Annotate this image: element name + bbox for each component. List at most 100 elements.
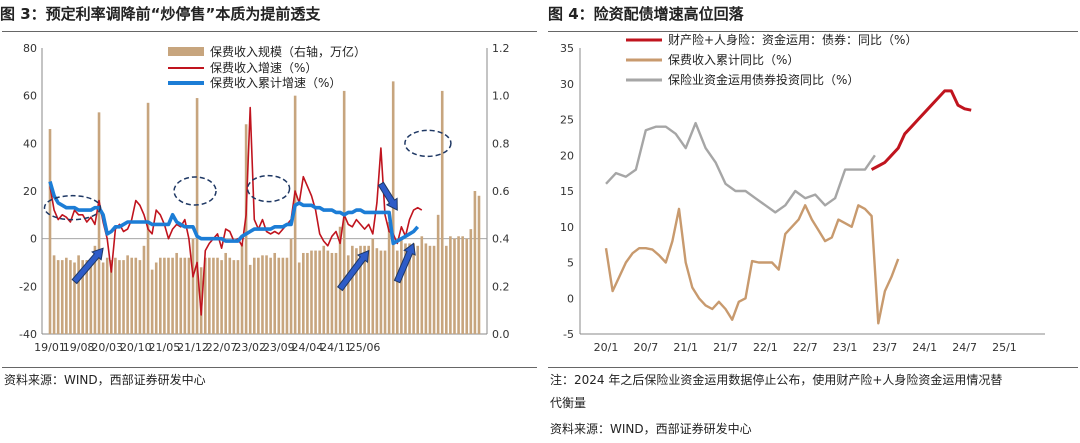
premium-scale-bar xyxy=(408,243,411,334)
y-tick-label: 10 xyxy=(560,221,574,234)
y-right-tick-label: 0.6 xyxy=(492,185,510,198)
premium-scale-bar xyxy=(334,252,338,334)
right-footnote-line2: 代衡量 xyxy=(550,396,587,410)
premium-scale-bar xyxy=(261,255,264,334)
x-tick-label: 22/1 xyxy=(753,341,778,354)
premium-scale-bar xyxy=(346,255,350,334)
premium-scale-bar xyxy=(424,243,428,334)
y-right-tick-label: 1.0 xyxy=(492,90,510,103)
premium-scale-bar xyxy=(216,257,219,334)
premium-scale-bar xyxy=(379,250,383,334)
premium-scale-bar xyxy=(273,252,277,334)
premium-scale-bar xyxy=(195,98,199,334)
x-tick-label: 20/03 xyxy=(91,341,123,354)
premium-scale-bar xyxy=(281,257,285,334)
right-chart: 35 30 25 20 15 10 5 0 -5 20/1 20/7 21/1 21/7 22/1 22/7… xyxy=(560,32,1045,354)
premium-scale-bar xyxy=(101,262,105,334)
y-left-tick-label: 20 xyxy=(23,185,37,198)
premium-scale-bar xyxy=(297,262,301,334)
premium-scale-bar xyxy=(114,257,117,334)
premium-scale-bar xyxy=(285,257,289,334)
premium-scale-bar xyxy=(163,257,166,334)
premium-scale-bar xyxy=(244,124,248,335)
y-right-tick-label: 0.8 xyxy=(492,137,510,150)
highlight-arrow xyxy=(377,181,398,211)
right-figure-title: 图 4：险资配债增速高位回落 xyxy=(548,5,744,23)
x-tick-label: 19/08 xyxy=(63,341,95,354)
highlight-ellipse xyxy=(404,129,452,158)
premium-scale-bar xyxy=(109,260,113,334)
premium-scale-bar xyxy=(236,260,240,334)
premium-scale-bar xyxy=(154,262,158,334)
premium-scale-bar xyxy=(330,252,334,334)
premium-scale-bar xyxy=(85,260,89,334)
premium-scale-bar xyxy=(371,238,375,334)
premium-scale-bar xyxy=(445,245,448,334)
premium-scale-bar xyxy=(293,95,297,335)
x-tick-label: 23/7 xyxy=(873,341,898,354)
premium-scale-bar xyxy=(473,191,477,334)
x-tick-label: 24/1 xyxy=(912,341,937,354)
premium-scale-bar xyxy=(404,243,407,334)
bond-growth-property-life-line xyxy=(870,89,972,171)
right-bottom-divider xyxy=(548,367,1078,368)
premium-scale-bar xyxy=(69,260,72,334)
premium-scale-bar xyxy=(302,252,305,334)
premium-scale-bar xyxy=(60,260,64,334)
premium-scale-bar xyxy=(93,245,97,334)
premium-scale-bar xyxy=(375,248,379,334)
premium-scale-bar xyxy=(191,238,195,334)
highlight-arrow xyxy=(336,249,370,292)
premium-scale-bar xyxy=(277,257,281,334)
premium-scale-bar xyxy=(359,245,362,334)
premium-scale-bar xyxy=(322,245,326,334)
premium-scale-bar xyxy=(138,260,142,334)
highlight-ellipse xyxy=(173,176,217,206)
x-tick-label: 21/1 xyxy=(673,341,698,354)
x-tick-label: 21/12 xyxy=(177,341,209,354)
x-tick-label: 24/04 xyxy=(292,341,324,354)
premium-scale-bar xyxy=(351,245,354,334)
y-tick-label: 0 xyxy=(567,292,574,305)
premium-scale-bar xyxy=(187,257,191,334)
y-right-tick-label: 0.2 xyxy=(492,280,510,293)
premium-scale-bar xyxy=(208,257,211,334)
premium-scale-bar xyxy=(387,221,391,334)
x-tick-label: 25/1 xyxy=(992,341,1017,354)
y-right-tick-label: 1.2 xyxy=(492,42,510,55)
x-tick-label: 24/7 xyxy=(952,341,977,354)
premium-scale-bar xyxy=(48,129,52,334)
premium-scale-bar xyxy=(395,250,399,334)
premium-scale-bar xyxy=(269,257,272,334)
premium-scale-bar xyxy=(420,236,424,334)
premium-scale-bar xyxy=(412,243,415,334)
highlight-ellipse xyxy=(43,194,102,221)
legend-label: 保费收入累计同比（%） xyxy=(668,53,799,67)
premium-scale-bar xyxy=(248,264,252,334)
y-tick-label: 35 xyxy=(560,42,574,55)
premium-scale-bar xyxy=(73,262,76,334)
premium-scale-bar xyxy=(171,257,174,334)
legend-swatch-premium-scale xyxy=(168,47,204,56)
premium-scale-bar xyxy=(179,257,183,334)
premium-scale-bar xyxy=(383,250,387,334)
premium-scale-bar xyxy=(203,257,207,334)
y-right-tick-label: 0.0 xyxy=(492,328,510,341)
right-figure: 图 4：险资配债增速高位回落 35 30 25 20 15 10 5 0 -5 20/1 20/7 2… xyxy=(548,0,1080,443)
premium-scale-bar xyxy=(240,243,244,334)
premium-scale-bar xyxy=(130,257,134,334)
legend-label: 保险业资金运用债券投资同比（%） xyxy=(668,72,859,87)
premium-scale-bar xyxy=(52,255,56,334)
premium-scale-bar xyxy=(65,257,68,334)
premium-scale-bar xyxy=(175,252,178,334)
highlight-ellipse xyxy=(246,174,291,203)
premium-cumulative-growth-line xyxy=(48,181,420,246)
premium-scale-bar xyxy=(228,257,232,334)
left-source-note: 资料来源：WIND，西部证券研发中心 xyxy=(4,373,206,387)
premium-scale-bar xyxy=(118,260,121,334)
y-left-tick-label: -40 xyxy=(19,328,37,341)
premium-scale-bar xyxy=(142,245,146,334)
premium-scale-bar xyxy=(224,252,227,334)
premium-scale-bar xyxy=(367,245,370,334)
left-figure-title: 图 3：预定利率调降前“炒停售”本质为提前透支 xyxy=(0,5,321,23)
